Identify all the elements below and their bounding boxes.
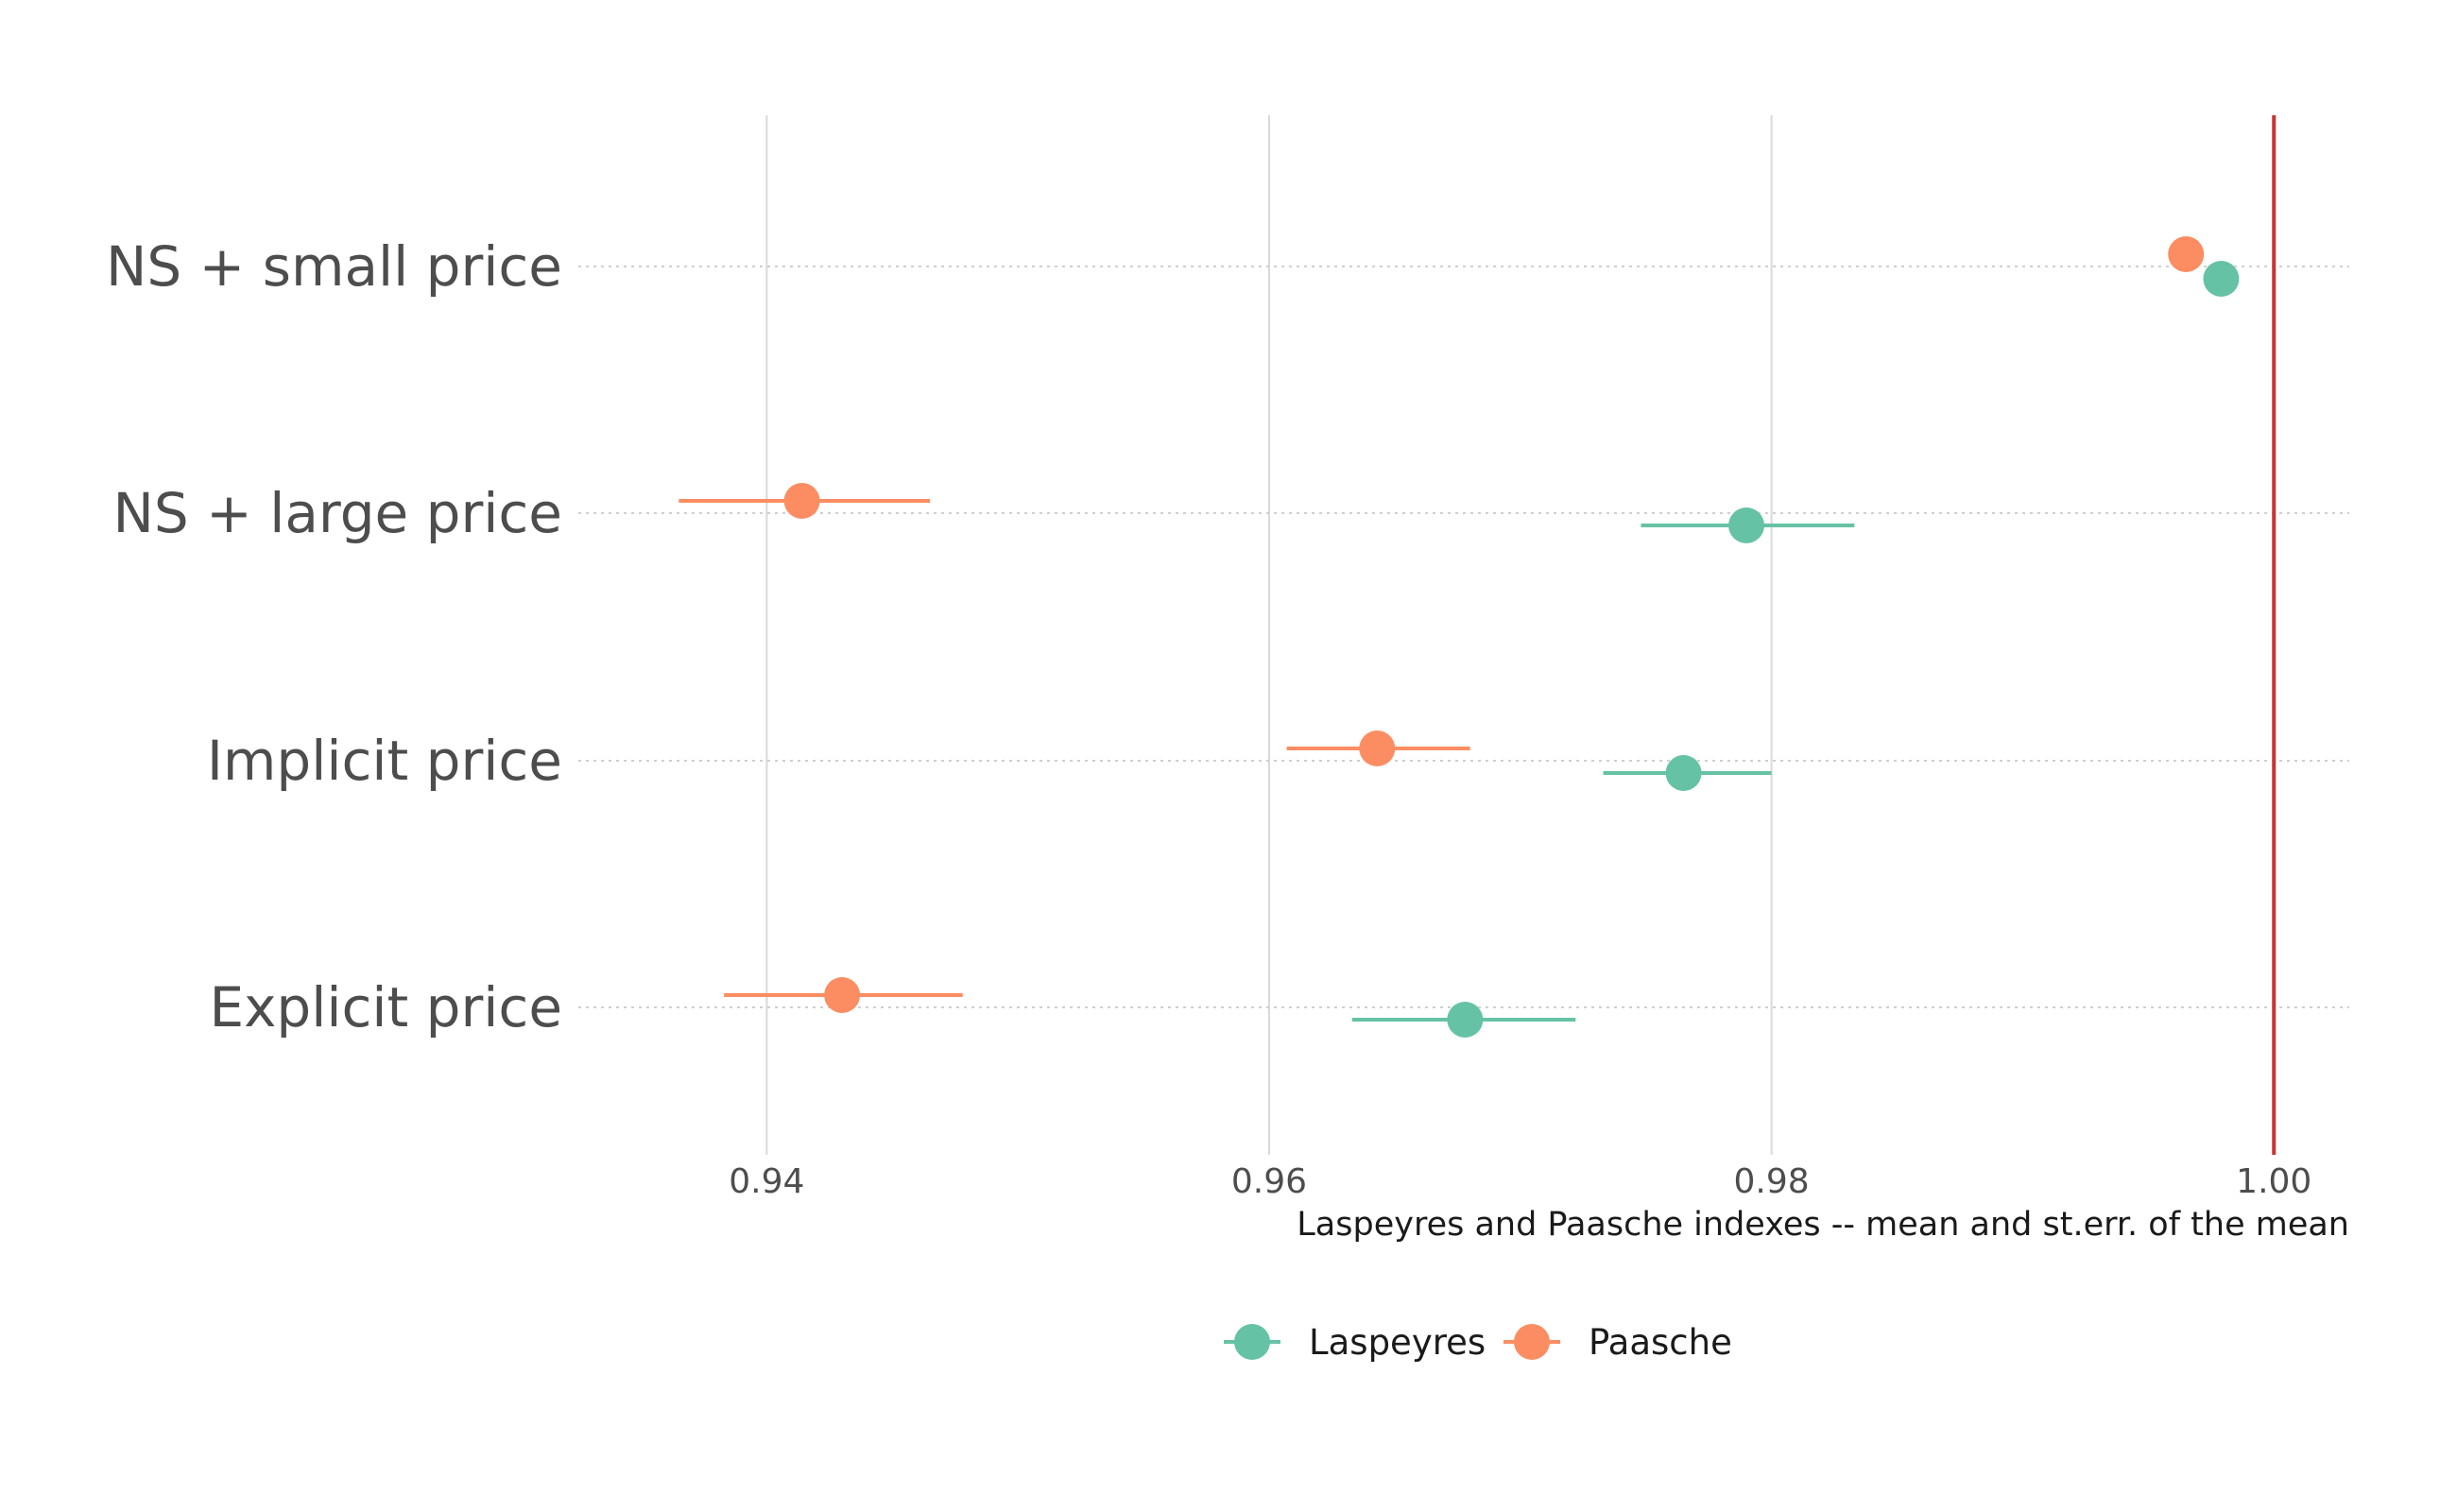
data-point	[2203, 261, 2240, 297]
data-point	[1728, 507, 1765, 543]
y-tick-label: Implicit price	[207, 729, 562, 793]
y-tick-label: NS + small price	[106, 234, 562, 299]
data-point	[2168, 236, 2205, 272]
data-point	[1359, 730, 1396, 766]
x-axis-title: Laspeyres and Paasche indexes -- mean an…	[1297, 1206, 2349, 1244]
legend-label: Paasche	[1589, 1322, 1732, 1363]
y-axis: NS + small price NS + large price Implicit…	[106, 234, 562, 1040]
legend: Laspeyres Paasche	[1224, 1322, 1732, 1363]
data-point	[783, 483, 820, 519]
legend-key-point	[1514, 1324, 1550, 1360]
x-tick-label: 0.94	[729, 1162, 804, 1201]
y-tick-label: NS + large price	[113, 481, 562, 545]
data-point	[824, 977, 861, 1013]
legend-label: Laspeyres	[1309, 1322, 1486, 1363]
x-tick-label: 1.00	[2236, 1162, 2311, 1201]
marks-layer	[679, 236, 2240, 1038]
y-tick-label: Explicit price	[209, 975, 562, 1040]
data-point	[1665, 755, 1702, 791]
x-tick-label: 0.96	[1231, 1162, 1307, 1201]
x-tick-label: 0.98	[1734, 1162, 1810, 1201]
data-point	[1447, 1002, 1484, 1038]
legend-key-point	[1234, 1324, 1270, 1360]
x-axis: 0.94 0.96 0.98 1.00	[729, 1162, 2311, 1201]
